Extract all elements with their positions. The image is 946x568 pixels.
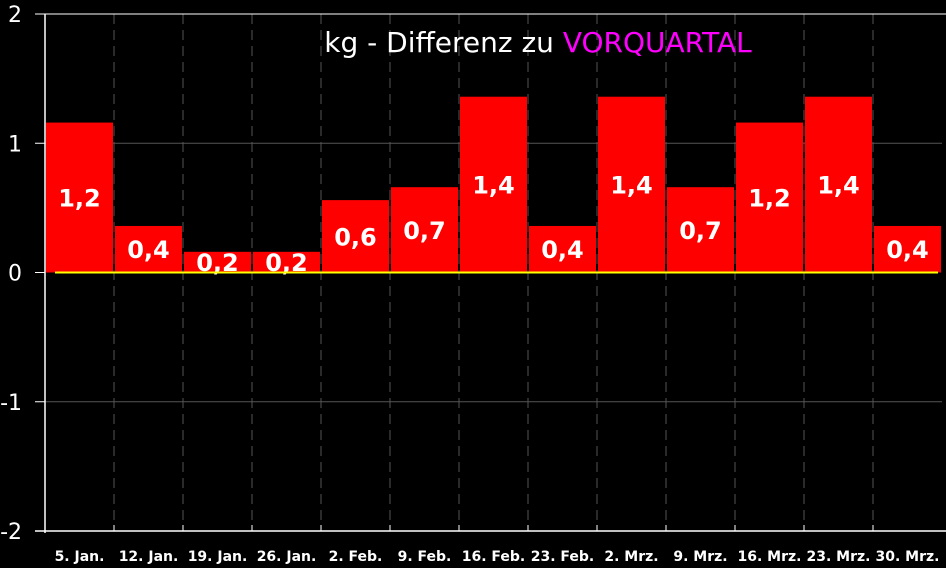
- x-tick-label: 16. Feb.: [462, 549, 526, 565]
- x-tick-label: 26. Jan.: [257, 549, 317, 565]
- bar: [736, 122, 803, 273]
- y-tick-label: 2: [8, 3, 22, 28]
- y-tick-label: 0: [8, 262, 22, 287]
- x-tick-label: 9. Feb.: [398, 549, 452, 565]
- data-label: 0,7: [679, 217, 722, 245]
- x-tick-label: 19. Jan.: [188, 549, 248, 565]
- x-tick-label: 5. Jan.: [55, 549, 105, 565]
- data-label: 0,6: [334, 223, 377, 251]
- data-label: 1,4: [472, 172, 515, 200]
- axes: 2 1 0 -1 -2 5. Jan. 12. Jan. 19. Jan. 26. Jan. 2.…: [0, 3, 946, 565]
- data-label: 1,4: [817, 172, 860, 200]
- bar: [115, 225, 182, 273]
- x-tick-label: 30. Mrz.: [876, 549, 940, 565]
- x-tick-label: 12. Jan.: [119, 549, 179, 565]
- x-tick-label: 16. Mrz.: [738, 549, 802, 565]
- bar: [805, 96, 872, 273]
- bar: [460, 96, 527, 273]
- data-label: 1,2: [748, 185, 791, 213]
- y-tick-label: -2: [0, 520, 22, 545]
- chart-title-highlight: VORQUARTAL: [563, 26, 752, 59]
- bar: [874, 225, 941, 273]
- bar: [529, 225, 596, 273]
- x-tick-label: 2. Feb.: [329, 549, 383, 565]
- data-label: 0,4: [127, 236, 170, 264]
- bar: [598, 96, 665, 273]
- bars: 1,20,4 0,2 0,20,6 0,71,40,41,40,71,2 1,40,4: [46, 96, 941, 277]
- bar: [391, 187, 458, 273]
- bar: [46, 122, 113, 273]
- y-tick-label: 1: [8, 132, 22, 157]
- x-tick-label: 9. Mrz.: [673, 549, 727, 565]
- data-label: 1,2: [58, 185, 101, 213]
- bar: [667, 187, 734, 273]
- data-label: 0,7: [403, 217, 446, 245]
- bar: [253, 251, 320, 273]
- data-label: 0,4: [886, 236, 929, 264]
- x-tick-label: 2. Mrz.: [604, 549, 658, 565]
- bar: [184, 251, 251, 273]
- data-label: 1,4: [610, 172, 653, 200]
- data-label: 0,4: [541, 236, 584, 264]
- x-tick-label: 23. Feb.: [531, 549, 595, 565]
- bar: [322, 200, 389, 273]
- x-tick-label: 23. Mrz.: [807, 549, 871, 565]
- chart-title: kg - Differenz zu VORQUARTAL: [324, 26, 752, 59]
- y-tick-label: -1: [0, 391, 22, 416]
